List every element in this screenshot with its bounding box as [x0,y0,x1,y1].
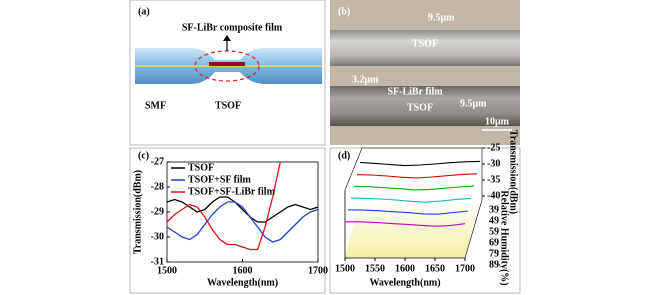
annotation: SMF [145,100,166,111]
y-tick-label: -30 [151,231,164,242]
y-tick-label: -35 [487,174,500,185]
x-tick-label: 1650 [425,263,445,274]
annotation: SF-LiBr composite film [182,22,283,33]
x-axis-label: Wavelength(nm) [369,277,440,288]
legend-label: TSOF [188,162,214,173]
annotation: 9.5μm [460,98,487,109]
data-line [166,161,281,251]
data-line [359,160,481,167]
x-tick-label: 1700 [308,265,328,276]
annotation: TSOF [215,100,241,111]
film [209,62,245,66]
x-tick-label: 1600 [233,265,253,276]
y-tick-label: -40 [487,190,500,201]
y-tick-label: -27 [151,156,164,167]
annotation: 9.5μm [428,12,455,23]
y-tick-label: -31 [151,256,164,267]
legend-label: TSOF+SF film [188,174,252,185]
data-line [166,196,319,223]
data-line [356,173,478,179]
z-tick-label: 39 [489,204,499,215]
data-line [347,209,469,215]
y-tick-label: -29 [151,206,164,217]
x-tick-label: 1700 [455,263,475,274]
annotation: 10μm [485,116,510,127]
legend-label: TSOF+SF-LiBr film [188,186,276,197]
x-axis-label: Wavelength(nm) [207,277,278,288]
fiber-band [330,30,520,66]
annotation: TSOF [407,102,433,113]
data-line [350,197,472,203]
panel-frame [129,147,326,294]
y-tick-label: -30 [487,158,500,169]
axis-line [344,147,363,191]
x-tick-label: 1550 [365,263,385,274]
annotation: TSOF [412,38,438,49]
arrow-head [223,35,231,41]
x-tick-label: 1500 [335,263,355,274]
z-tick-label: 79 [489,248,499,259]
y-axis-label: Transmission(dBm) [508,130,519,214]
z-tick-label: 89 [489,259,499,270]
panel-label: (b) [338,6,350,17]
y-tick-label: -28 [151,181,164,192]
x-tick-label: 1600 [395,263,415,274]
y-axis-label: Transmission(dBm) [132,170,143,254]
annotation: SF-LiBr film [387,86,443,97]
data-line [353,185,475,191]
x-tick-label: 1500 [157,265,177,276]
fiber-band [330,86,520,126]
annotation: 3.2μm [352,74,379,85]
z-tick-label: 59 [489,226,499,237]
panel-label: (a) [138,6,150,17]
floor-fill [345,200,480,258]
z-axis-label: Relative Humidity(%) [499,190,510,285]
axis-line [464,199,483,259]
data-line [345,221,466,227]
panel-label: (c) [138,150,149,161]
data-line [166,201,319,243]
panel-label: (d) [338,150,350,161]
z-tick-label: 69 [489,237,499,248]
panel-a: (a) SF-LiBr composite film SMF TSOF [129,0,326,146]
z-tick-label: 49 [489,215,499,226]
panel-b: (b) 9.5μm TSOF 3.2μm SF-LiBr film TSOF 9… [330,0,520,145]
y-tick-label: -25 [487,142,500,153]
